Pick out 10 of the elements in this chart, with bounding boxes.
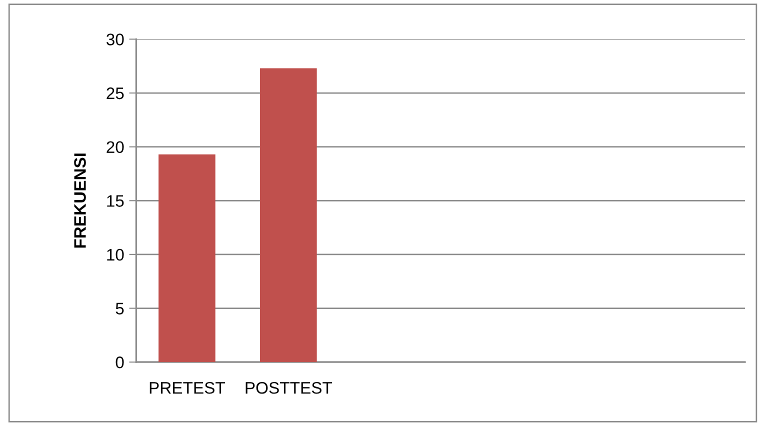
x-tick-label: PRETEST bbox=[150, 382, 225, 394]
y-tick-label: 25 bbox=[106, 87, 124, 100]
y-tick-label: 30 bbox=[106, 34, 124, 46]
y-tick-label: 5 bbox=[116, 302, 124, 314]
y-axis-title: FREKUENSI bbox=[74, 154, 86, 248]
x-tick-label: POSTTEST bbox=[246, 382, 332, 394]
y-tick-label: 10 bbox=[107, 248, 124, 261]
y-tick-label: 20 bbox=[106, 141, 124, 154]
y-tick-label: 0 bbox=[116, 356, 124, 368]
y-tick-label: 15 bbox=[107, 195, 124, 207]
